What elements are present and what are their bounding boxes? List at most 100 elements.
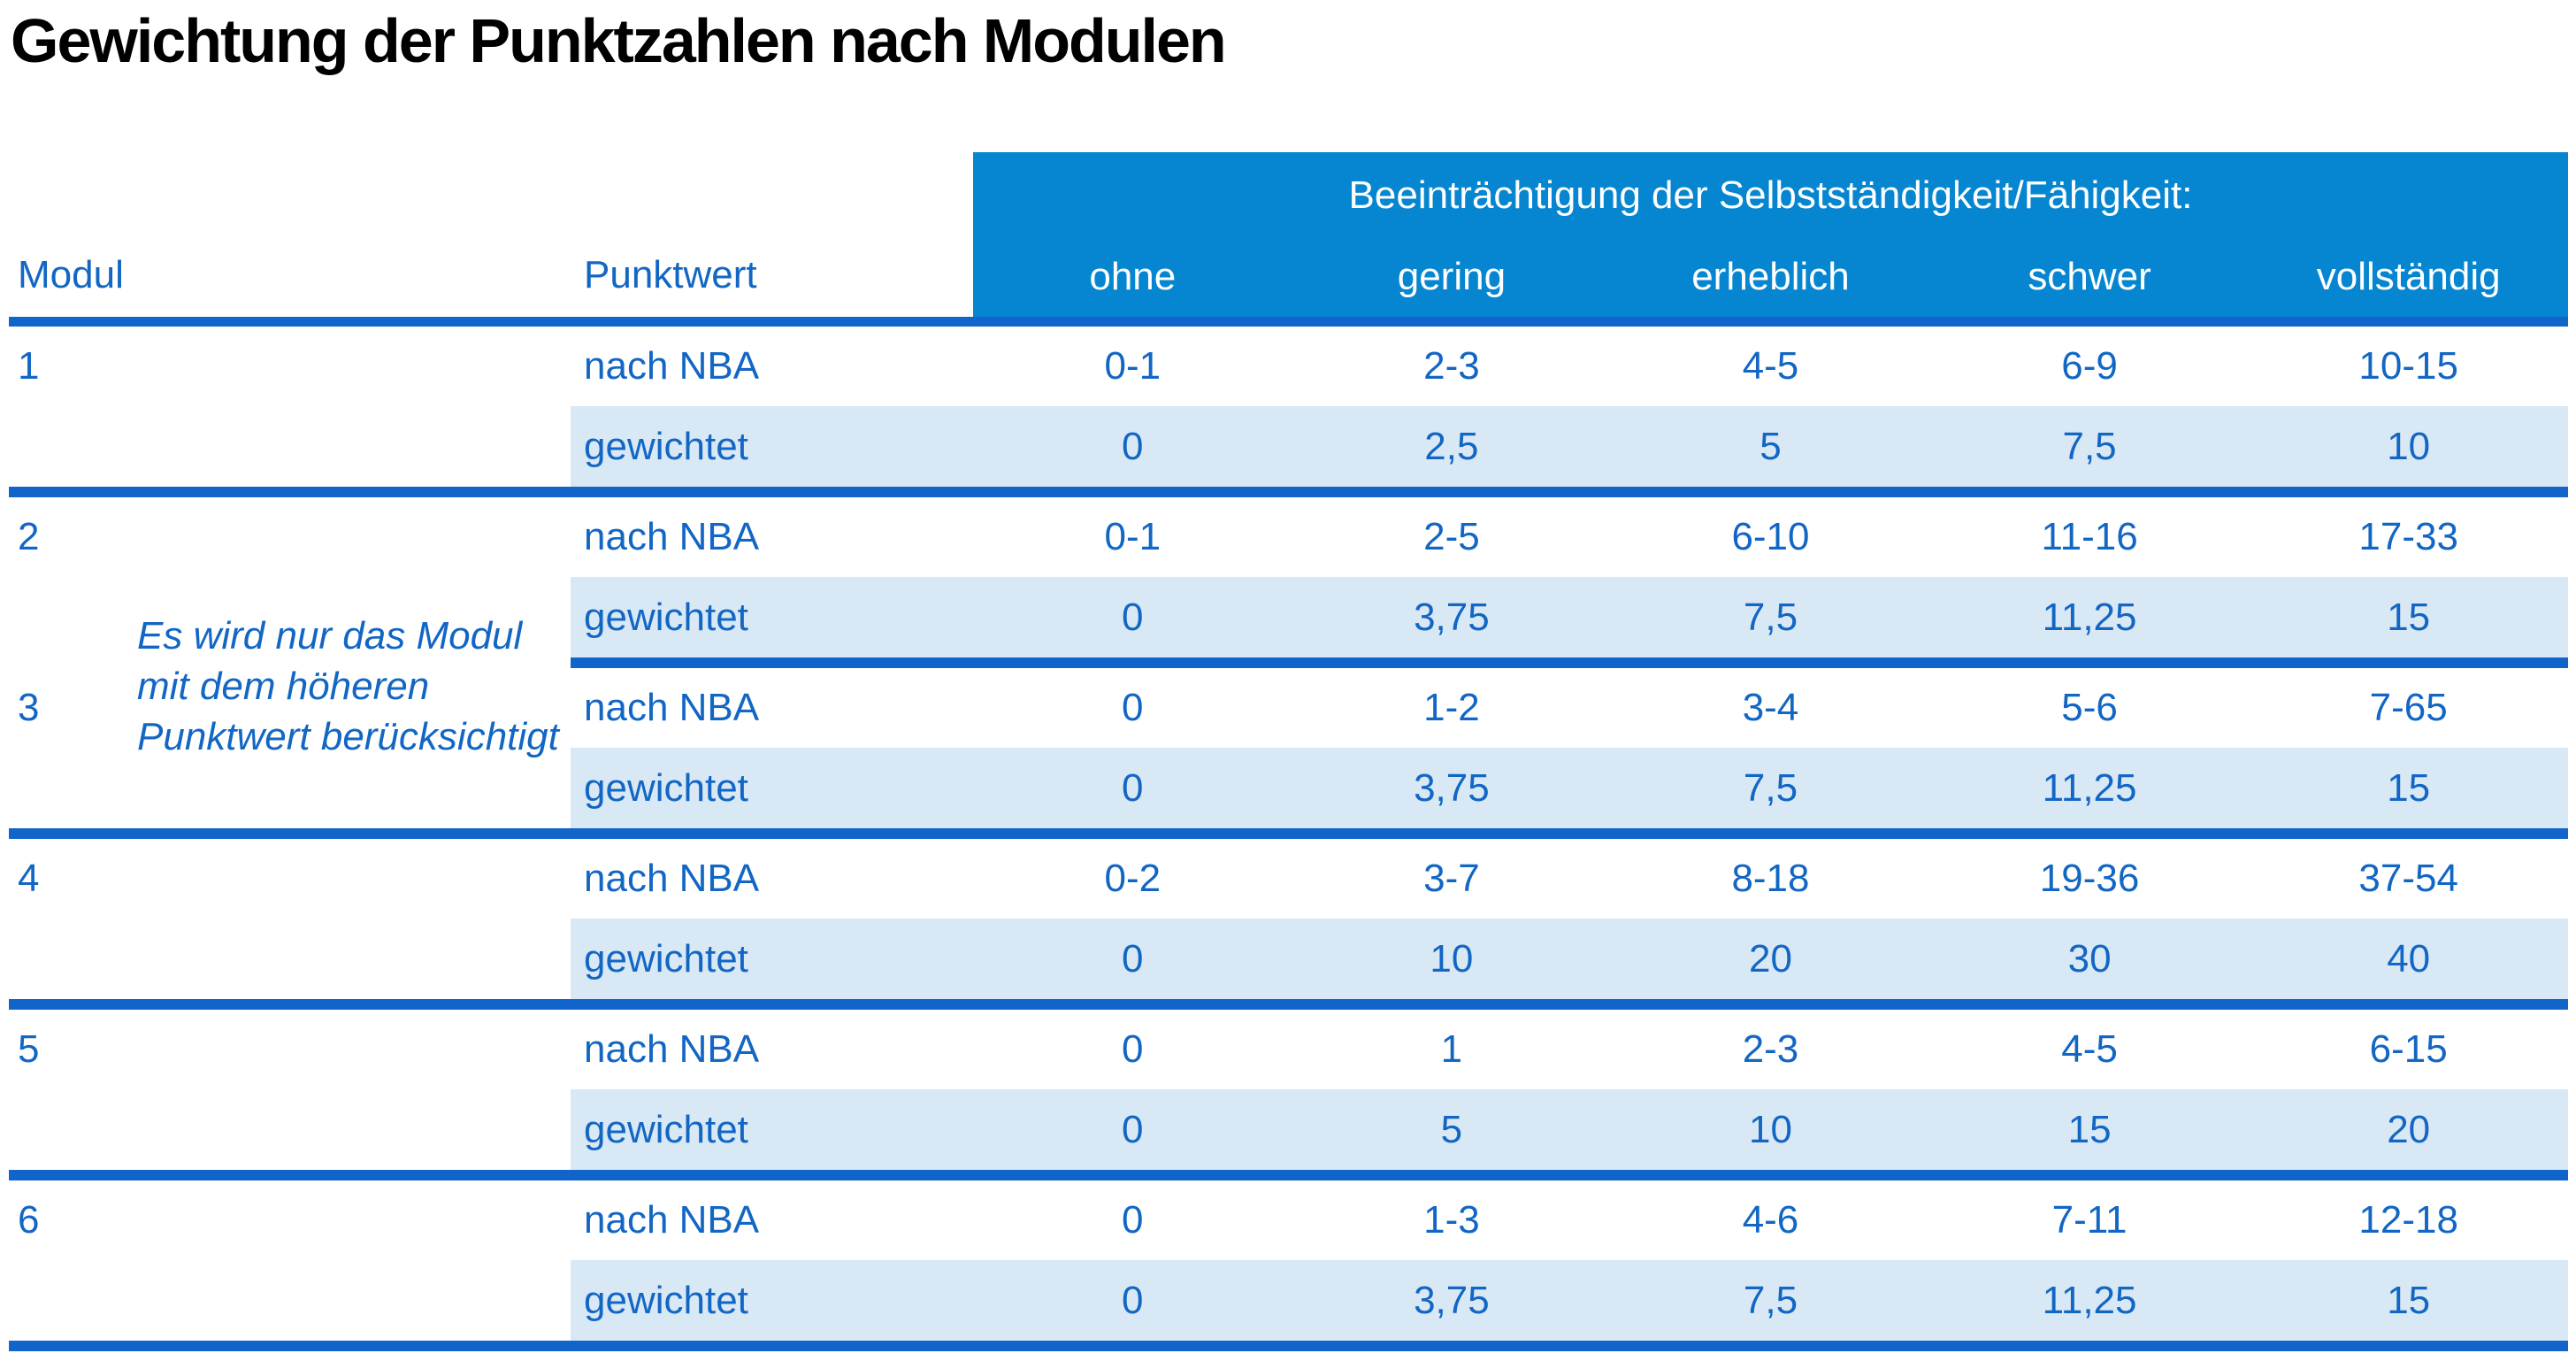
table-row-nba: 1 nach NBA 0-1 2-3 4-5 6-9 10-15: [9, 327, 2568, 406]
row-label-nba: nach NBA: [584, 857, 760, 900]
value-cell: 5: [1440, 1107, 1463, 1151]
row-label-nba: nach NBA: [584, 344, 760, 388]
page-title: Gewichtung der Punktzahlen nach Modulen: [11, 6, 1227, 75]
value-cell: 0-1: [1104, 344, 1162, 388]
value-cell: 7,5: [1743, 1278, 1798, 1322]
module-block-2: 2 nach NBA 0-1 2-5 6-10 11-16 17-33 gewi…: [9, 497, 2568, 668]
module-separator: [9, 1341, 2568, 1351]
value-cell: 11,25: [2042, 765, 2137, 810]
value-cell: 3,75: [1414, 595, 1490, 639]
value-cell: 7-65: [2369, 686, 2448, 729]
module-separator: [9, 1170, 2568, 1180]
value-cell: 11,25: [2042, 1278, 2137, 1322]
value-cells: 0 3,75 7,5 11,25 15: [973, 577, 2568, 657]
row-label-weighted: gewichtet: [584, 1278, 748, 1322]
value-cell: 6-10: [1731, 515, 1810, 558]
table-row-weighted: gewichtet 0 10 20 30 40: [9, 919, 2568, 999]
value-cells: 0 1-3 4-6 7-11 12-18: [973, 1180, 2568, 1260]
value-cells: 0-1 2-5 6-10 11-16 17-33: [973, 497, 2568, 577]
value-cell: 7,5: [1743, 765, 1798, 810]
value-cell: 3-4: [1742, 686, 1799, 729]
value-cell: 37-54: [2358, 857, 2458, 900]
value-cell: 0: [1122, 424, 1144, 468]
severity-header-schwer: schwer: [2028, 255, 2151, 298]
module-number: 6: [18, 1198, 40, 1242]
module-number: 2: [18, 515, 40, 558]
severity-header-ohne: ohne: [1089, 255, 1177, 298]
value-cell: 3,75: [1414, 1278, 1490, 1322]
table-row-nba: 2 nach NBA 0-1 2-5 6-10 11-16 17-33: [9, 497, 2568, 577]
severity-header-gering: gering: [1397, 255, 1506, 298]
value-cell: 1-2: [1423, 686, 1480, 729]
module-block-1: 1 nach NBA 0-1 2-3 4-5 6-9 10-15 gewicht…: [9, 327, 2568, 497]
value-cell: 6-15: [2369, 1027, 2448, 1071]
row-label-weighted: gewichtet: [584, 424, 748, 468]
value-cell: 20: [2387, 1107, 2431, 1151]
table-row-nba: 4 nach NBA 0-2 3-7 8-18 19-36 37-54: [9, 839, 2568, 919]
row-label-nba: nach NBA: [584, 515, 760, 558]
value-cells: 0 10 20 30 40: [973, 919, 2568, 999]
value-cell: 12-18: [2358, 1198, 2458, 1242]
table-row-weighted: gewichtet 0 3,75 7,5 11,25 15: [9, 1260, 2568, 1341]
value-cell: 1: [1440, 1027, 1463, 1071]
value-cell: 0-1: [1104, 515, 1162, 558]
value-cell: 17-33: [2358, 515, 2458, 558]
note-line: mit dem höheren: [137, 665, 430, 708]
value-cell: 15: [2387, 765, 2431, 810]
value-cells: 0 3,75 7,5 11,25 15: [973, 1260, 2568, 1341]
value-cells: 0-1 2-3 4-5 6-9 10-15: [973, 327, 2568, 406]
row-label-nba: nach NBA: [584, 1198, 760, 1242]
value-cells: 0 5 10 15 20: [973, 1089, 2568, 1170]
value-cell: 3-7: [1423, 857, 1480, 900]
value-cell: 0: [1122, 765, 1144, 810]
note-line: Es wird nur das Modul: [137, 614, 523, 657]
module-separator: [9, 999, 2568, 1010]
impairment-group-label: Beeinträchtigung der Selbstständigkeit/F…: [1348, 173, 2193, 217]
table-row-nba: 3 nach NBA 0 1-2 3-4 5-6 7-65: [9, 668, 2568, 748]
severity-header-row: ohne gering erheblich schwer vollständig: [973, 255, 2568, 299]
value-cell: 6-9: [2061, 344, 2118, 388]
table-row-weighted: gewichtet 0 3,75 7,5 11,25 15: [9, 577, 2568, 657]
impairment-header-block: Beeinträchtigung der Selbstständigkeit/F…: [973, 152, 2568, 317]
value-cell: 7-11: [2051, 1198, 2128, 1242]
value-cell: 11-16: [2041, 515, 2138, 558]
value-cell: 5: [1760, 424, 1782, 468]
row-label-weighted: gewichtet: [584, 1107, 748, 1151]
value-cell: 0: [1122, 686, 1144, 729]
value-cell: 3,75: [1414, 765, 1490, 810]
module-separator: [9, 828, 2568, 839]
value-cell: 4-6: [1742, 1198, 1799, 1242]
column-header-modul: Modul: [18, 253, 124, 296]
table-row-nba: 5 nach NBA 0 1 2-3 4-5 6-15: [9, 1010, 2568, 1089]
value-cells: 0 2,5 5 7,5 10: [973, 406, 2568, 487]
column-header-punktwert: Punktwert: [584, 253, 757, 296]
module-separator: [9, 487, 2568, 497]
value-cell: 10: [2387, 424, 2431, 468]
module-number: 5: [18, 1027, 40, 1071]
value-cell: 2-3: [1742, 1027, 1799, 1071]
value-cell: 4-5: [2061, 1027, 2118, 1071]
row-label-nba: nach NBA: [584, 1027, 760, 1071]
value-cell: 11,25: [2042, 595, 2137, 639]
table-row-weighted: gewichtet 0 3,75 7,5 11,25 15: [9, 748, 2568, 828]
value-cell: 7,5: [2062, 424, 2117, 468]
value-cell: 0: [1122, 1027, 1144, 1071]
value-cells: 0-2 3-7 8-18 19-36 37-54: [973, 839, 2568, 919]
table-row-weighted: gewichtet 0 2,5 5 7,5 10: [9, 406, 2568, 487]
value-cell: 2,5: [1424, 424, 1479, 468]
value-cell: 0: [1122, 595, 1144, 639]
value-cell: 15: [2067, 1107, 2112, 1151]
value-cell: 0: [1122, 1107, 1144, 1151]
module-2-3-note: Es wird nur das Modul mit dem höheren Pu…: [137, 611, 579, 762]
module-number: 1: [18, 344, 40, 388]
table-header: Modul Punktwert Beeinträchtigung der Sel…: [9, 152, 2568, 317]
value-cell: 0: [1122, 936, 1144, 980]
value-cell: 5-6: [2061, 686, 2118, 729]
module-block-5: 5 nach NBA 0 1 2-3 4-5 6-15 gewichtet 0 …: [9, 1010, 2568, 1180]
value-cell: 30: [2067, 936, 2112, 980]
module-number: 4: [18, 857, 40, 900]
row-label-weighted: gewichtet: [584, 936, 748, 980]
weighting-table: Modul Punktwert Beeinträchtigung der Sel…: [9, 152, 2568, 1351]
value-cells: 0 1-2 3-4 5-6 7-65: [973, 668, 2568, 748]
